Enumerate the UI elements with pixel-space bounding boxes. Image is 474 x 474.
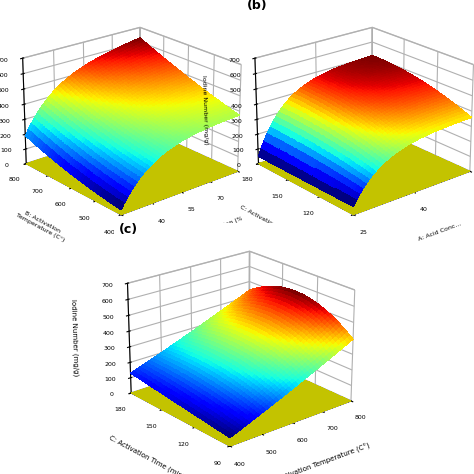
Text: (c): (c) bbox=[118, 223, 138, 236]
Y-axis label: C: Activation Time (min): C: Activation Time (min) bbox=[239, 205, 308, 246]
Y-axis label: C: Activation Time (min): C: Activation Time (min) bbox=[108, 434, 186, 474]
Text: (b): (b) bbox=[246, 0, 267, 12]
X-axis label: A: Acid Concentration (%): A: Acid Concentration (%) bbox=[168, 215, 246, 248]
Y-axis label: B: Activation
Temperature (C°): B: Activation Temperature (C°) bbox=[15, 208, 68, 243]
X-axis label: A: Acid Conc...: A: Acid Conc... bbox=[418, 221, 462, 242]
X-axis label: B: Activation Temperature (C°): B: Activation Temperature (C°) bbox=[268, 442, 371, 474]
